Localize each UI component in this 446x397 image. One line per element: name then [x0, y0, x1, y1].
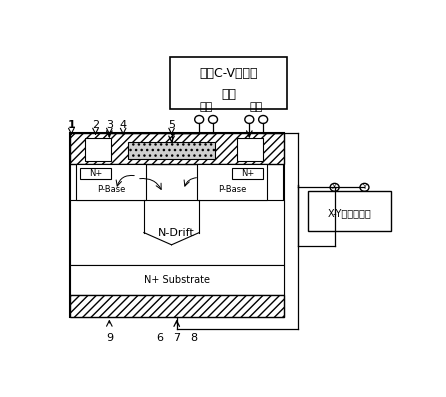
Bar — [70, 133, 284, 317]
Text: N+: N+ — [241, 169, 254, 178]
Text: 3: 3 — [106, 120, 113, 130]
Bar — [198, 164, 267, 200]
Bar — [70, 200, 284, 265]
Bar — [70, 133, 284, 164]
Bar — [170, 57, 287, 109]
Text: N+ Substrate: N+ Substrate — [144, 275, 210, 285]
Bar — [77, 164, 146, 200]
Text: 4: 4 — [120, 120, 127, 130]
Text: X-Y函数记录仪: X-Y函数记录仪 — [328, 208, 372, 218]
Text: N-Drift: N-Drift — [158, 227, 195, 237]
Text: 2: 2 — [92, 120, 99, 130]
Text: 输出: 输出 — [250, 102, 263, 112]
Text: X: X — [332, 184, 337, 190]
Text: Y: Y — [362, 184, 367, 190]
Text: 5: 5 — [168, 120, 175, 130]
Text: 高频C-V特性测: 高频C-V特性测 — [199, 67, 258, 80]
Bar — [237, 138, 263, 161]
Bar — [232, 168, 263, 179]
Bar — [70, 295, 284, 317]
Text: 8: 8 — [190, 333, 198, 343]
Bar — [85, 138, 111, 161]
Text: 7: 7 — [173, 333, 180, 343]
Bar — [308, 191, 391, 231]
Text: P-Base: P-Base — [218, 185, 246, 194]
Bar — [80, 168, 111, 179]
Text: N+: N+ — [89, 169, 102, 178]
Text: 1: 1 — [67, 120, 75, 130]
Text: P-Base: P-Base — [97, 185, 125, 194]
Bar — [128, 143, 215, 159]
Text: 试仪: 试仪 — [221, 88, 236, 101]
Text: 输入: 输入 — [199, 102, 213, 112]
Text: 9: 9 — [106, 333, 113, 343]
Bar — [70, 265, 284, 295]
Text: 6: 6 — [156, 333, 163, 343]
